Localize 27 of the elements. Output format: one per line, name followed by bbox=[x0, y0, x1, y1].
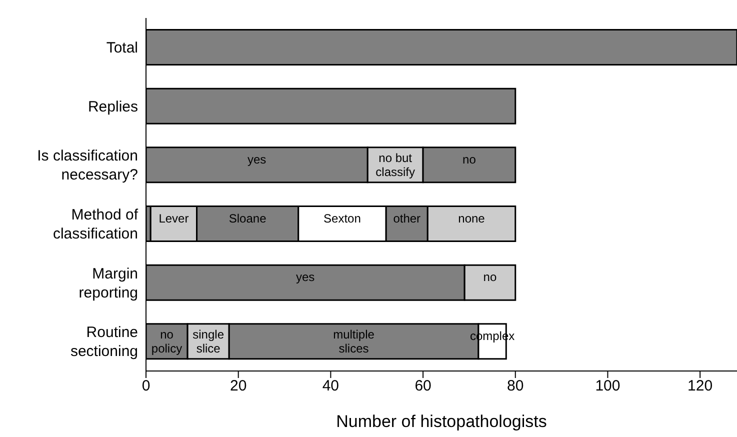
y-tick-label: Total bbox=[106, 38, 138, 56]
x-axis-title: Number of histopathologists bbox=[336, 412, 547, 431]
x-tick-label: 80 bbox=[507, 378, 524, 395]
x-tick-label: 120 bbox=[688, 378, 713, 395]
data-label: Sexton bbox=[324, 211, 361, 226]
x-tick-label: 40 bbox=[322, 378, 340, 395]
data-label: yes bbox=[296, 270, 315, 284]
y-tick-label: Margin reporting bbox=[78, 264, 138, 301]
data-label: no but classify bbox=[376, 150, 415, 179]
y-tick-label: Is classification necessary? bbox=[37, 147, 138, 184]
data-label: no bbox=[462, 152, 476, 166]
data-label: yes bbox=[247, 152, 266, 166]
x-tick-label: 0 bbox=[142, 378, 150, 395]
data-label: Sloane bbox=[228, 211, 267, 226]
y-tick-label: Routine sectioning bbox=[70, 324, 138, 360]
data-label: other bbox=[393, 211, 421, 226]
x-tick-label: 20 bbox=[230, 378, 247, 395]
data-label: no policy bbox=[151, 327, 182, 356]
data-label: multiple slices bbox=[333, 327, 375, 356]
data-label: no bbox=[483, 270, 497, 284]
x-tick-label: 100 bbox=[595, 378, 620, 395]
y-tick-label: Method of classification bbox=[52, 206, 139, 242]
data-label: single slice bbox=[192, 327, 224, 356]
data-label: Lever bbox=[158, 211, 189, 226]
y-tick-label: Replies bbox=[88, 98, 138, 115]
x-tick-label: 60 bbox=[414, 378, 432, 395]
data-label: none bbox=[458, 211, 486, 226]
